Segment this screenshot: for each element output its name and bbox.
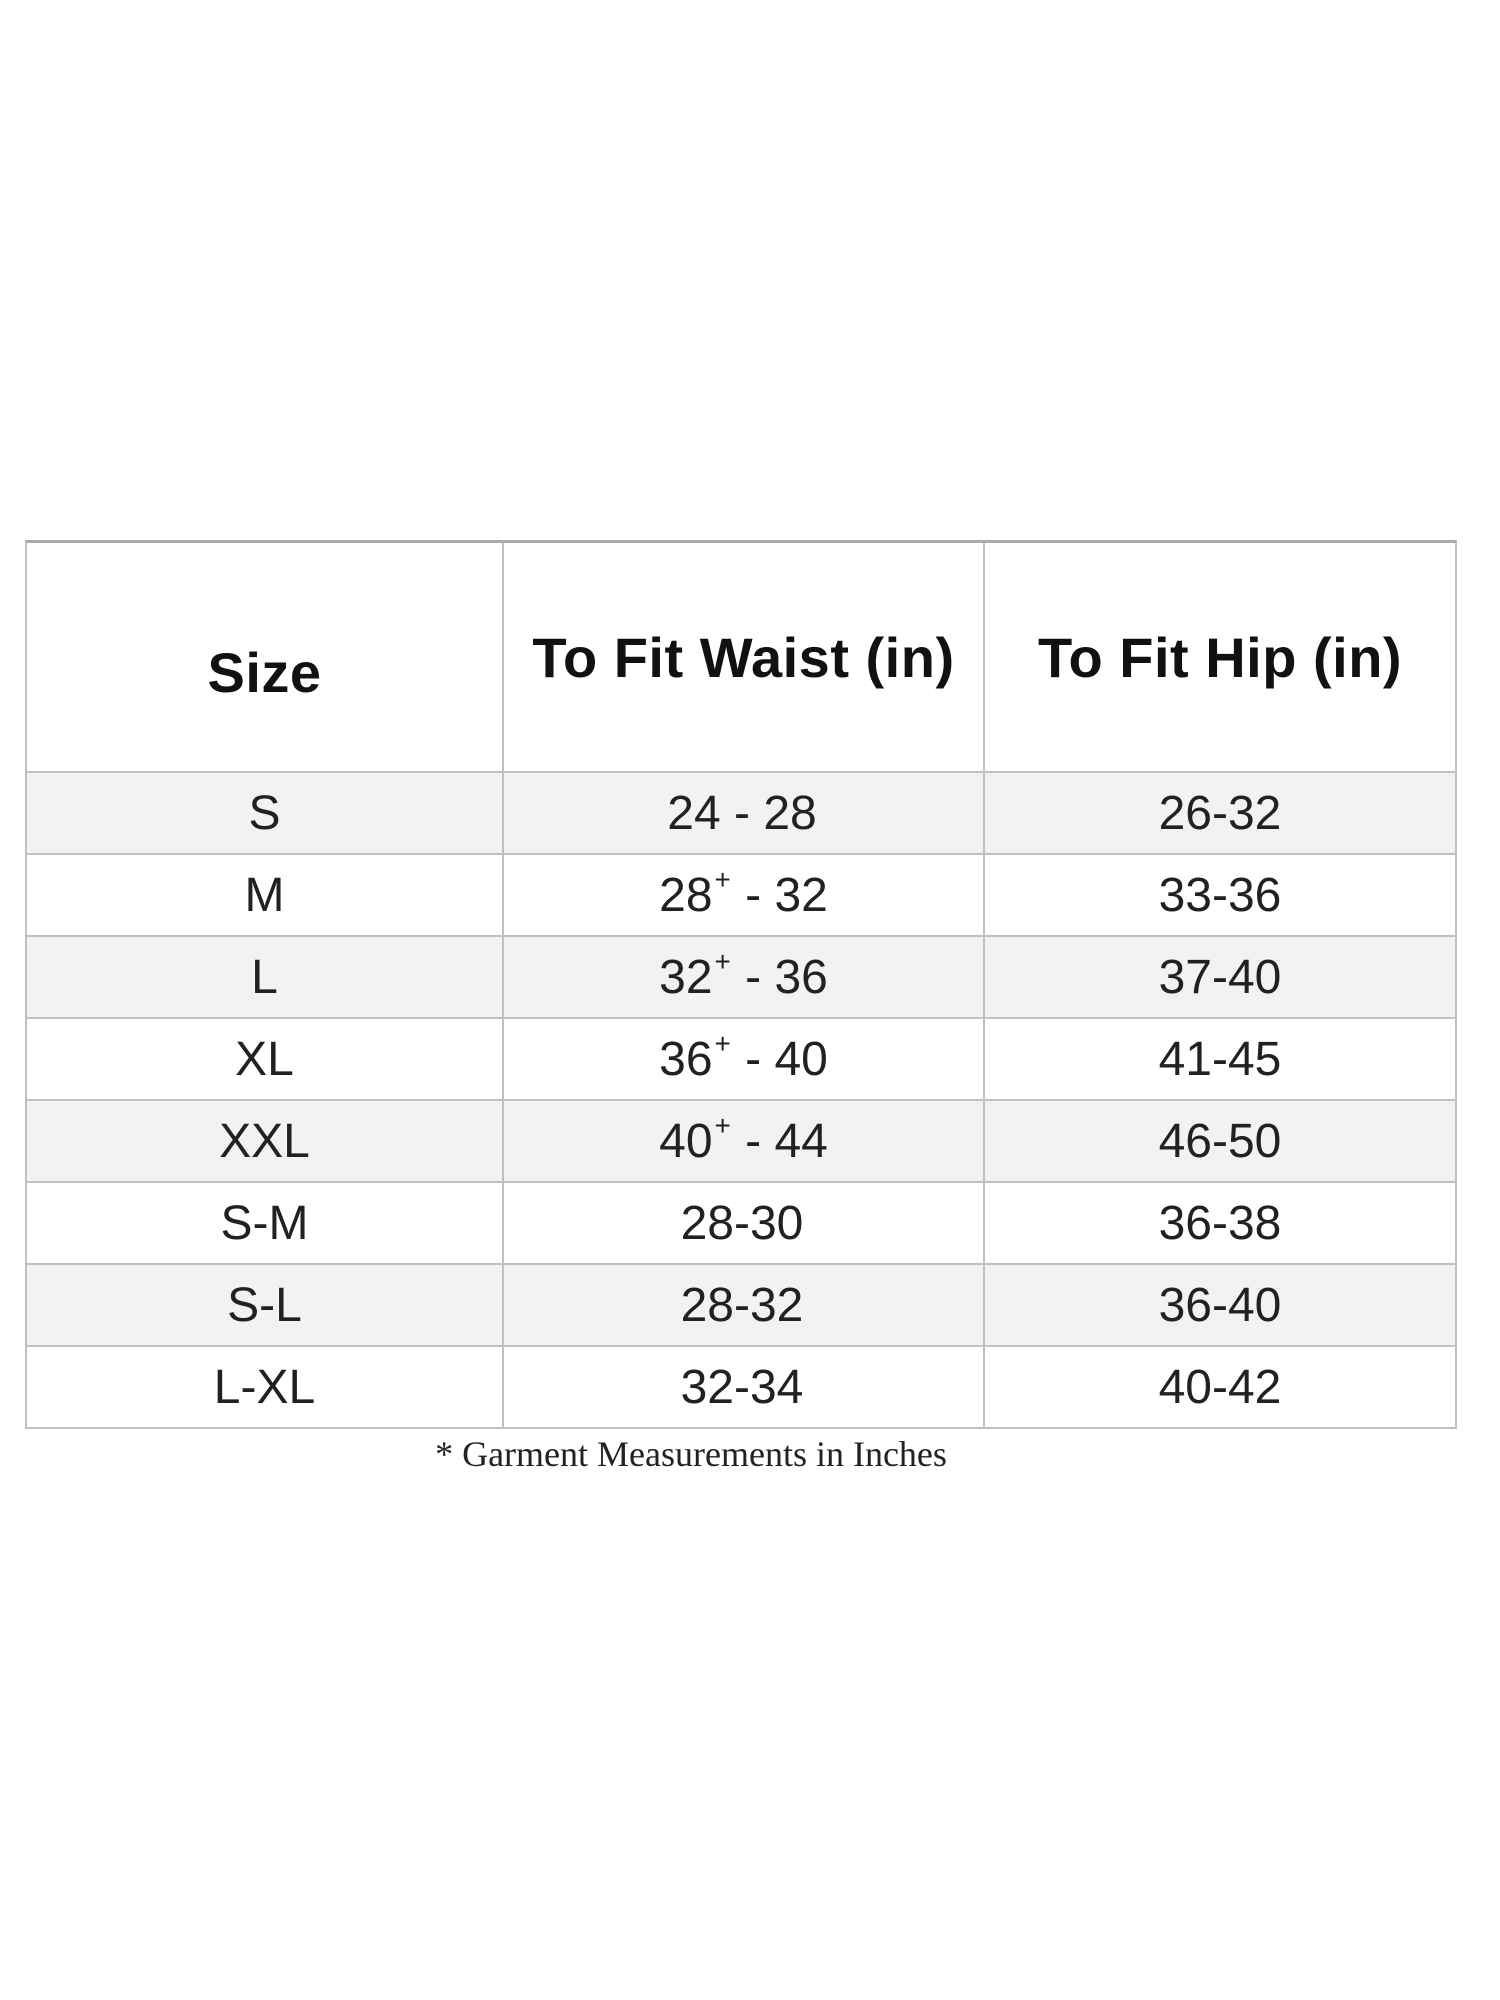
waist-cell: 32-34 — [504, 1347, 985, 1427]
hip-cell: 46-50 — [1158, 1114, 1282, 1168]
waist-value: 40 — [659, 1114, 713, 1168]
size-cell: XXL — [27, 1101, 504, 1181]
waist-value: 28-30 — [680, 1196, 804, 1250]
waist-value: 32-34 — [680, 1360, 804, 1414]
size-cell: XL — [27, 1019, 504, 1099]
hip-cell: 37-40 — [1158, 950, 1282, 1004]
size-chart-table: Size To Fit Waist (in) To Fit Hip (in) S… — [25, 540, 1457, 1429]
hip-cell: 36-40 — [1158, 1278, 1282, 1332]
waist-value-end: - 40 — [731, 1032, 828, 1086]
size-cell: S-M — [27, 1183, 504, 1263]
waist-cell: 28-32 — [504, 1265, 985, 1345]
waist-value: 24 - 28 — [667, 786, 817, 840]
size-cell: M — [27, 855, 504, 935]
table-row: S-M 28-30 36-38 — [27, 1181, 1455, 1263]
hip-cell: 36-38 — [1158, 1196, 1282, 1250]
waist-value-end: - 36 — [731, 950, 828, 1004]
size-cell: S — [27, 773, 504, 853]
hip-cell: 33-36 — [1158, 868, 1282, 922]
table-row: L-XL 32-34 40-42 — [27, 1345, 1455, 1427]
column-header-waist: To Fit Waist (in) — [504, 543, 985, 771]
column-header-size: Size — [27, 543, 504, 771]
size-cell: S-L — [27, 1265, 504, 1345]
table-row: S 24 - 28 26-32 — [27, 771, 1455, 853]
waist-cell: 36 + - 40 — [504, 1019, 985, 1099]
waist-plus-superscript: + — [714, 945, 731, 977]
waist-value: 28-32 — [680, 1278, 804, 1332]
size-cell: L-XL — [27, 1347, 504, 1427]
size-cell: L — [27, 937, 504, 1017]
waist-plus-superscript: + — [714, 1109, 731, 1141]
table-row: L 32 + - 36 37-40 — [27, 935, 1455, 1017]
waist-cell: 32 + - 36 — [504, 937, 985, 1017]
table-body: S 24 - 28 26-32 M 28 + - 32 33-36 L 32 + -… — [27, 771, 1455, 1427]
hip-cell: 41-45 — [1158, 1032, 1282, 1086]
waist-value: 28 — [659, 868, 713, 922]
table-row: M 28 + - 32 33-36 — [27, 853, 1455, 935]
table-row: XXL 40 + - 44 46-50 — [27, 1099, 1455, 1181]
waist-cell: 24 - 28 — [504, 773, 985, 853]
waist-cell: 28-30 — [504, 1183, 985, 1263]
table-row: S-L 28-32 36-40 — [27, 1263, 1455, 1345]
waist-value-end: - 32 — [731, 868, 828, 922]
waist-value: 32 — [659, 950, 713, 1004]
waist-cell: 40 + - 44 — [504, 1101, 985, 1181]
table-footnote: * Garment Measurements in Inches — [435, 1434, 947, 1474]
hip-cell: 26-32 — [1158, 786, 1282, 840]
hip-cell: 40-42 — [1158, 1360, 1282, 1414]
waist-plus-superscript: + — [714, 1027, 731, 1059]
waist-value: 36 — [659, 1032, 713, 1086]
column-header-hip: To Fit Hip (in) — [1037, 625, 1403, 689]
waist-plus-superscript: + — [714, 863, 731, 895]
table-row: XL 36 + - 40 41-45 — [27, 1017, 1455, 1099]
waist-cell: 28 + - 32 — [504, 855, 985, 935]
table-header-row: Size To Fit Waist (in) To Fit Hip (in) — [27, 543, 1455, 771]
waist-value-end: - 44 — [731, 1114, 828, 1168]
